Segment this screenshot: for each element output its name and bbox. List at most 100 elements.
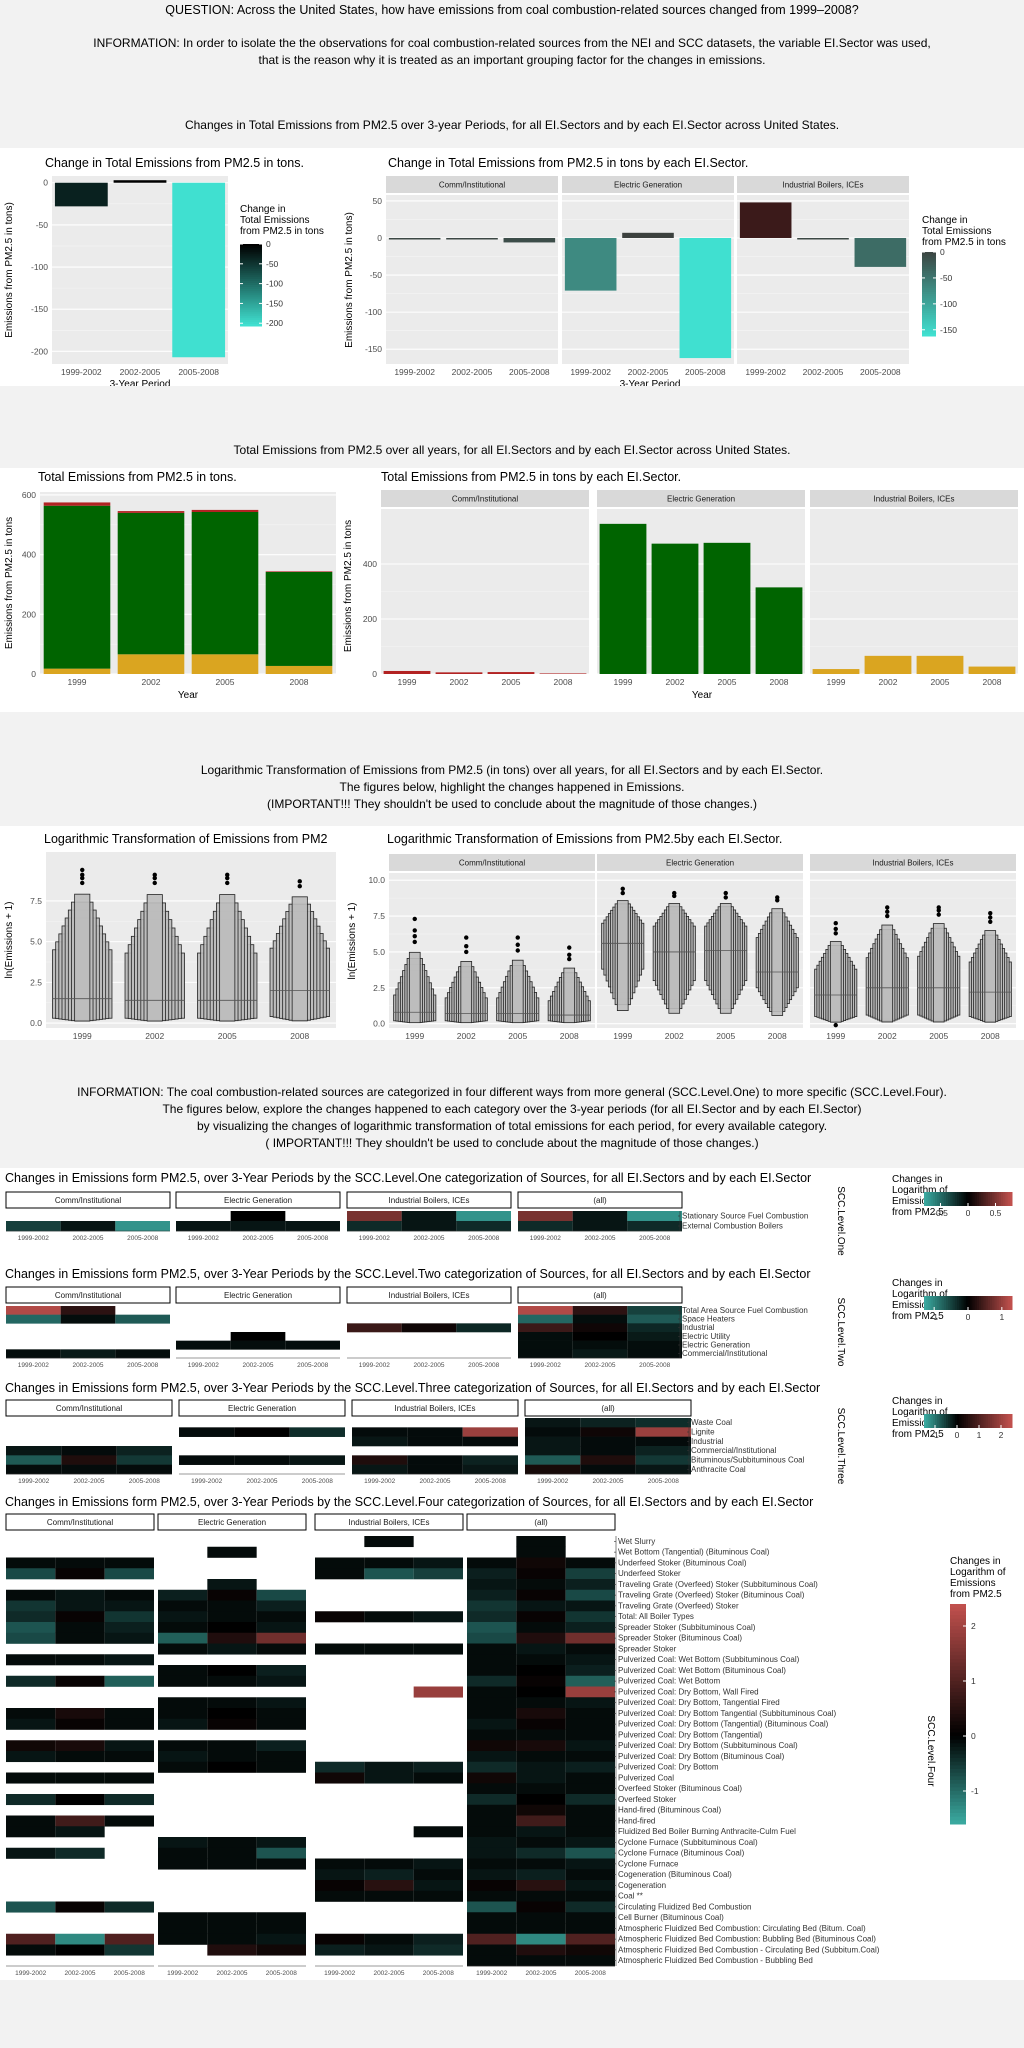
legend-color-step — [992, 1414, 995, 1428]
heatmap-cell — [256, 1697, 306, 1709]
legend-color-step — [941, 1296, 945, 1310]
heatmap-cell — [467, 1912, 517, 1924]
heatmap-cell — [315, 1643, 365, 1655]
x-tick-label: 1999-2002 — [324, 1970, 355, 1977]
facet-label: Electric Generation — [666, 859, 734, 868]
heatmap-cell — [565, 1847, 615, 1859]
y-axis-label: Emissions from PM2.5 in tons — [4, 517, 15, 649]
x-tick-label: 2005 — [718, 677, 737, 687]
heatmap-cell — [176, 1340, 231, 1350]
legend-color-step — [922, 291, 936, 295]
heatmap-cell — [413, 1880, 463, 1892]
facet-strip — [5, 1399, 173, 1417]
x-tick-label: 2002-2005 — [525, 1970, 556, 1977]
heatmap-cell — [55, 1826, 105, 1838]
heatmap-cell — [516, 1729, 566, 1741]
info2-band: INFORMATION: The coal combustion-related… — [0, 1040, 1024, 1168]
legend-color-step — [950, 1629, 966, 1634]
y-tick-label: -150 — [31, 304, 48, 314]
bar — [564, 237, 617, 291]
outlier-point — [80, 875, 85, 881]
legend-color-step — [950, 1296, 954, 1310]
heatmap-cell — [158, 1643, 208, 1655]
facet-label: Comm/Institutional — [55, 1196, 121, 1205]
legend-color-step — [950, 1787, 966, 1792]
heatmap-cell — [207, 1622, 257, 1634]
y-tick-label: 5.0 — [30, 937, 42, 947]
x-tick-label: 2002-2005 — [452, 367, 493, 377]
heatmap-cell — [6, 1306, 61, 1315]
boxen-level — [563, 967, 576, 1024]
legend-color-step — [930, 1192, 934, 1206]
legend-title: from PM2.5 — [950, 1589, 1002, 1600]
row-strip-label: SCC.Level.Four — [925, 1715, 936, 1787]
heatmap-cell — [516, 1675, 566, 1687]
y-tick-label: 600 — [22, 490, 36, 500]
x-tick-label: 1999-2002 — [359, 1235, 390, 1242]
heatmap-cell — [6, 1901, 56, 1913]
heatmap-cell — [565, 1718, 615, 1730]
stacked-bar-segment — [117, 511, 185, 513]
x-tick-label: 2002-2005 — [592, 1478, 623, 1485]
heatmap-cell — [467, 1751, 517, 1763]
boxen-level — [829, 941, 842, 1023]
outlier-point — [515, 935, 520, 940]
heatmap-cell — [580, 1436, 636, 1447]
outlier-point — [936, 912, 941, 917]
legend-color-step — [922, 281, 936, 284]
heatmap-cell — [518, 1221, 573, 1232]
heatmap-cell — [55, 1632, 105, 1644]
legend-color-step — [240, 297, 262, 300]
chart-title: Total Emissions from PM2.5 in tons. — [38, 470, 237, 484]
chart-title: Logarithmic Transformation of Emissions … — [387, 832, 782, 846]
heatmap-cell — [565, 1923, 615, 1935]
legend-color-step — [950, 1769, 966, 1774]
heatmap-cell — [104, 1794, 154, 1806]
outlier-point — [297, 879, 302, 884]
legend-color-step — [974, 1192, 978, 1206]
facet-label: Electric Generation — [198, 1518, 266, 1527]
heatmap-cell — [104, 1675, 154, 1687]
heatmap-cell — [315, 1858, 365, 1870]
heatmap-cell — [565, 1933, 615, 1945]
heatmap-cell — [413, 1568, 463, 1580]
heatmap-cell — [158, 1622, 208, 1634]
x-tick-label: 1999-2002 — [530, 1235, 561, 1242]
heatmap-cell — [207, 1600, 257, 1612]
facet-label: Comm/Institutional — [459, 859, 525, 868]
chart-title: Changes in Emissions form PM2.5, over 3-… — [5, 1381, 820, 1395]
outlier-point — [80, 872, 85, 878]
row-label: Pulverized Coal: Wet Bottom (Bituminous … — [618, 1666, 786, 1675]
legend-tick-label: 0 — [966, 1312, 971, 1322]
bar — [54, 182, 108, 207]
facet-strip — [810, 854, 1016, 871]
y-tick-label: 10.0 — [368, 875, 385, 885]
outlier-point — [412, 939, 417, 945]
legend-title: Change in — [240, 204, 286, 215]
x-tick-label: 2005-2008 — [860, 367, 901, 377]
heatmap-cell — [627, 1323, 682, 1333]
heatmap-cell — [55, 1589, 105, 1601]
legend-color-step — [990, 1296, 993, 1310]
heatmap-cell — [256, 1708, 306, 1720]
heatmap-cell — [6, 1772, 56, 1784]
outlier-point — [988, 910, 993, 916]
x-tick-label: 2002 — [450, 677, 469, 687]
heatmap-cell — [207, 1912, 257, 1924]
heatmap-cell — [6, 1446, 62, 1456]
heatmap-cell — [516, 1611, 566, 1623]
heatmap-cell — [55, 1815, 105, 1827]
heatmap-cell — [364, 1944, 414, 1956]
heatmap-cell — [635, 1455, 691, 1465]
heatmap-cell — [364, 1557, 414, 1569]
legend-color-step — [950, 1414, 954, 1428]
heatmap-cell — [572, 1332, 628, 1341]
heatmap-cell — [467, 1708, 517, 1720]
facet-strip — [5, 1286, 171, 1304]
legend-color-step — [922, 262, 936, 266]
heatmap-cell — [407, 1427, 463, 1437]
legend-color-step — [950, 1732, 966, 1737]
row-label: Commercial/Institutional — [691, 1446, 777, 1455]
legend-color-step — [950, 1710, 966, 1715]
row-label: Stationary Source Fuel Combustion — [682, 1212, 808, 1221]
